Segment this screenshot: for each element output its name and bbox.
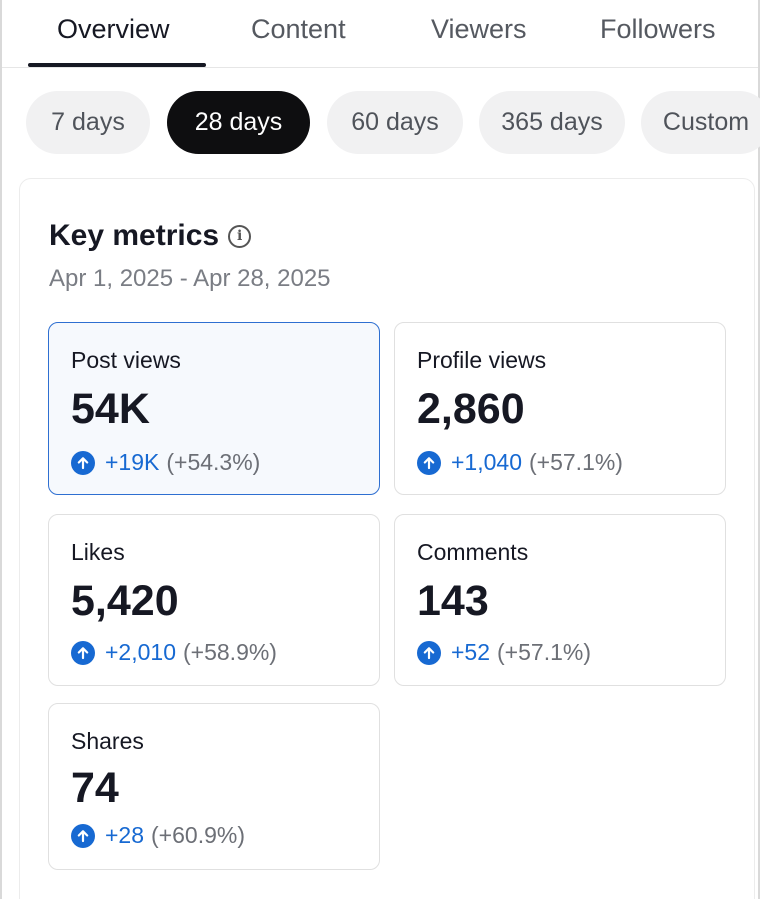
key-metrics-title: Key metrics — [49, 219, 220, 252]
metric-value: 143 — [417, 577, 489, 625]
metric-card-profile-views[interactable]: Profile views 2,860 +1,040 (+57.1%) — [394, 322, 726, 495]
arrow-up-icon — [71, 823, 95, 848]
arrow-up-icon — [417, 450, 441, 475]
metric-card-shares[interactable]: Shares 74 +28 (+60.9%) — [48, 703, 380, 870]
metric-delta: +19K (+54.3%) — [71, 449, 260, 476]
metric-delta: +52 (+57.1%) — [417, 639, 591, 666]
metric-label: Comments — [417, 539, 529, 565]
range-365-days-button[interactable]: 365 days — [479, 91, 625, 154]
metric-card-post-views[interactable]: Post views 54K +19K (+54.3%) — [48, 322, 380, 495]
range-60-days-button[interactable]: 60 days — [327, 91, 463, 154]
delta-percent: (+57.1%) — [529, 449, 623, 475]
range-custom-button[interactable]: Custom — [641, 91, 760, 154]
metric-label: Likes — [71, 539, 125, 565]
delta-percent: (+60.9%) — [151, 822, 245, 848]
metric-label: Shares — [71, 728, 144, 754]
metric-card-comments[interactable]: Comments 143 +52 (+57.1%) — [394, 514, 726, 686]
arrow-up-icon — [417, 640, 441, 665]
delta-percent: (+54.3%) — [166, 449, 261, 475]
metric-card-likes[interactable]: Likes 5,420 +2,010 (+58.9%) — [48, 514, 380, 686]
metric-delta: +28 (+60.9%) — [71, 822, 245, 849]
metric-value: 2,860 — [417, 385, 525, 433]
arrow-up-icon — [71, 640, 95, 665]
metric-value: 5,420 — [71, 577, 179, 625]
date-range-label: Apr 1, 2025 - Apr 28, 2025 — [49, 265, 331, 292]
range-28-days-button[interactable]: 28 days — [167, 91, 310, 154]
tab-overview[interactable]: Overview — [57, 14, 170, 44]
tab-bar: Overview Content Viewers Followers — [2, 0, 758, 68]
tab-followers[interactable]: Followers — [600, 14, 716, 44]
info-icon[interactable]: i — [228, 224, 252, 248]
delta-percent: (+58.9%) — [183, 639, 277, 665]
delta-percent: (+57.1%) — [497, 639, 591, 665]
metric-delta: +2,010 (+58.9%) — [71, 639, 277, 666]
delta-absolute: +1,040 — [451, 449, 522, 475]
date-range-selector: 7 days 28 days 60 days 365 days Custom — [2, 91, 760, 154]
delta-absolute: +52 — [451, 639, 491, 665]
key-metrics-header: Key metrics i — [49, 219, 252, 253]
tab-viewers[interactable]: Viewers — [431, 14, 527, 44]
metric-value: 54K — [71, 385, 150, 433]
key-metrics-card: Key metrics i Apr 1, 2025 - Apr 28, 2025… — [19, 178, 755, 899]
metric-label: Post views — [71, 347, 181, 373]
arrow-up-icon — [71, 450, 95, 475]
metric-label: Profile views — [417, 347, 547, 373]
active-tab-indicator — [28, 63, 206, 67]
metric-value: 74 — [71, 764, 119, 812]
delta-absolute: +19K — [105, 449, 160, 475]
range-7-days-button[interactable]: 7 days — [26, 91, 150, 154]
tab-content[interactable]: Content — [251, 14, 346, 44]
delta-absolute: +28 — [105, 822, 145, 848]
metric-delta: +1,040 (+57.1%) — [417, 449, 623, 476]
delta-absolute: +2,010 — [105, 639, 176, 665]
